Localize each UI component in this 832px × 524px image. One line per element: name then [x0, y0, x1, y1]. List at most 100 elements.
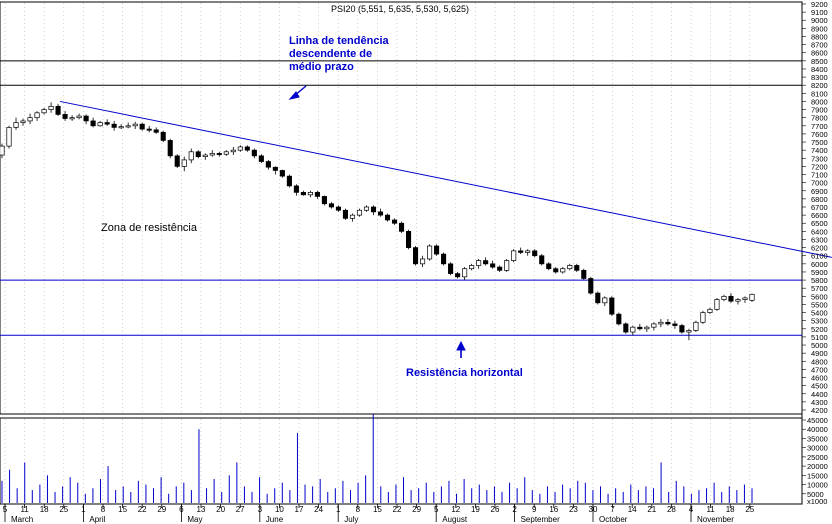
- price-tick-label: 6800: [811, 195, 828, 204]
- price-tick-label: 7600: [811, 130, 828, 139]
- candle-body: [314, 192, 320, 197]
- date-tick-label: 15: [118, 505, 127, 514]
- date-tick-label: 18: [726, 505, 735, 514]
- candle-body: [749, 293, 755, 301]
- candle-body: [125, 125, 131, 128]
- candle-body: [209, 153, 215, 156]
- candle-body: [363, 206, 370, 211]
- date-tick-label: 29: [412, 505, 421, 514]
- candle-body: [679, 325, 685, 333]
- volume-tick-label: 15000: [807, 471, 828, 480]
- candle-body: [637, 326, 643, 330]
- volume-tick-label: 30000: [807, 444, 828, 453]
- candle-body: [34, 112, 40, 119]
- candle-body: [574, 265, 580, 271]
- candle-body: [602, 297, 608, 304]
- candle-body: [216, 153, 222, 155]
- candle-body: [307, 192, 313, 196]
- candle-body: [623, 323, 629, 333]
- candle-body: [693, 321, 699, 331]
- price-tick-label: 8000: [811, 97, 828, 106]
- price-tick-label: 6000: [811, 260, 828, 269]
- date-tick-label: 11: [20, 505, 29, 514]
- candle-body: [560, 268, 566, 273]
- date-tick-label: 21: [647, 505, 656, 514]
- price-tick-label: 8700: [811, 41, 828, 50]
- date-tick-label: 9: [532, 505, 537, 514]
- price-tick-label: 7200: [811, 162, 828, 171]
- price-tick-label: 4800: [811, 357, 828, 366]
- candle-body: [111, 123, 117, 128]
- candle-body: [97, 122, 103, 127]
- candle-body: [90, 120, 96, 127]
- candle-body: [700, 312, 706, 323]
- date-tick-label: 25: [745, 505, 754, 514]
- trendline-arrow: [288, 85, 307, 100]
- candle-body: [434, 245, 440, 255]
- candle-body: [546, 263, 552, 270]
- trendline-label-line-2: descendente de: [289, 48, 372, 60]
- candle-body: [13, 122, 19, 128]
- candle-body: [272, 166, 278, 171]
- price-tick-label: 8500: [811, 57, 828, 66]
- price-tick-label: 8900: [811, 24, 828, 33]
- candle-body: [104, 122, 110, 125]
- candle-body: [714, 299, 720, 310]
- date-tick-label: 15: [373, 505, 382, 514]
- price-tick-label: 6100: [811, 252, 828, 261]
- date-tick-label: 25: [59, 505, 68, 514]
- candle-body: [230, 149, 236, 153]
- date-tick-label: 8: [101, 505, 106, 514]
- candle-body: [279, 170, 285, 177]
- candle-body: [651, 323, 657, 328]
- month-label: September: [521, 515, 560, 524]
- price-tick-label: 5800: [811, 276, 828, 285]
- candle-body: [728, 295, 734, 302]
- candle-body: [539, 255, 545, 265]
- price-tick-label: 8100: [811, 89, 828, 98]
- candle-body: [532, 250, 538, 257]
- price-tick-label: 4900: [811, 349, 828, 358]
- price-tick-label: 6700: [811, 203, 828, 212]
- candle-body: [483, 260, 489, 265]
- price-tick-label: 8200: [811, 81, 828, 90]
- price-ticks: 9200910090008900880087008600850084008300…: [802, 0, 828, 415]
- price-tick-label: 7900: [811, 106, 828, 115]
- price-tick-label: 9000: [811, 16, 828, 25]
- candle-body: [665, 321, 671, 325]
- candle-body: [686, 330, 692, 333]
- volume-tick-label: 40000: [807, 425, 828, 434]
- candle-body: [118, 126, 124, 129]
- price-tick-label: 8600: [811, 49, 828, 58]
- date-tick-label: 19: [471, 505, 480, 514]
- date-tick-label: 12: [451, 505, 460, 514]
- candle-body: [609, 297, 615, 315]
- candle-body: [146, 128, 152, 131]
- candle-body: [644, 326, 650, 330]
- candle-body: [735, 299, 741, 302]
- price-tick-label: 5600: [811, 292, 828, 301]
- price-tick-label: 4500: [811, 382, 828, 391]
- price-tick-label: 4400: [811, 390, 828, 399]
- candle-body: [721, 295, 727, 300]
- candle-body: [244, 146, 250, 151]
- month-label: March: [11, 515, 33, 524]
- date-tick-label: 16: [549, 505, 558, 514]
- price-tick-label: 4700: [811, 365, 828, 374]
- candle-body: [62, 114, 68, 119]
- volume-tick-label: x1000: [807, 497, 827, 506]
- volume-tick-label: 35000: [807, 434, 828, 443]
- candle-body: [427, 245, 433, 260]
- month-label: May: [187, 515, 202, 524]
- date-tick-label: 20: [216, 505, 225, 514]
- price-tick-label: 7400: [811, 146, 828, 155]
- date-tick-label: 13: [197, 505, 206, 514]
- volume-tick-label: 5000: [807, 490, 824, 499]
- date-tick-label: 8: [356, 505, 361, 514]
- candle-body: [237, 146, 243, 151]
- price-tick-label: 7800: [811, 114, 828, 123]
- candle-body: [581, 269, 587, 279]
- candle-body: [511, 250, 517, 261]
- candle-body: [377, 211, 384, 216]
